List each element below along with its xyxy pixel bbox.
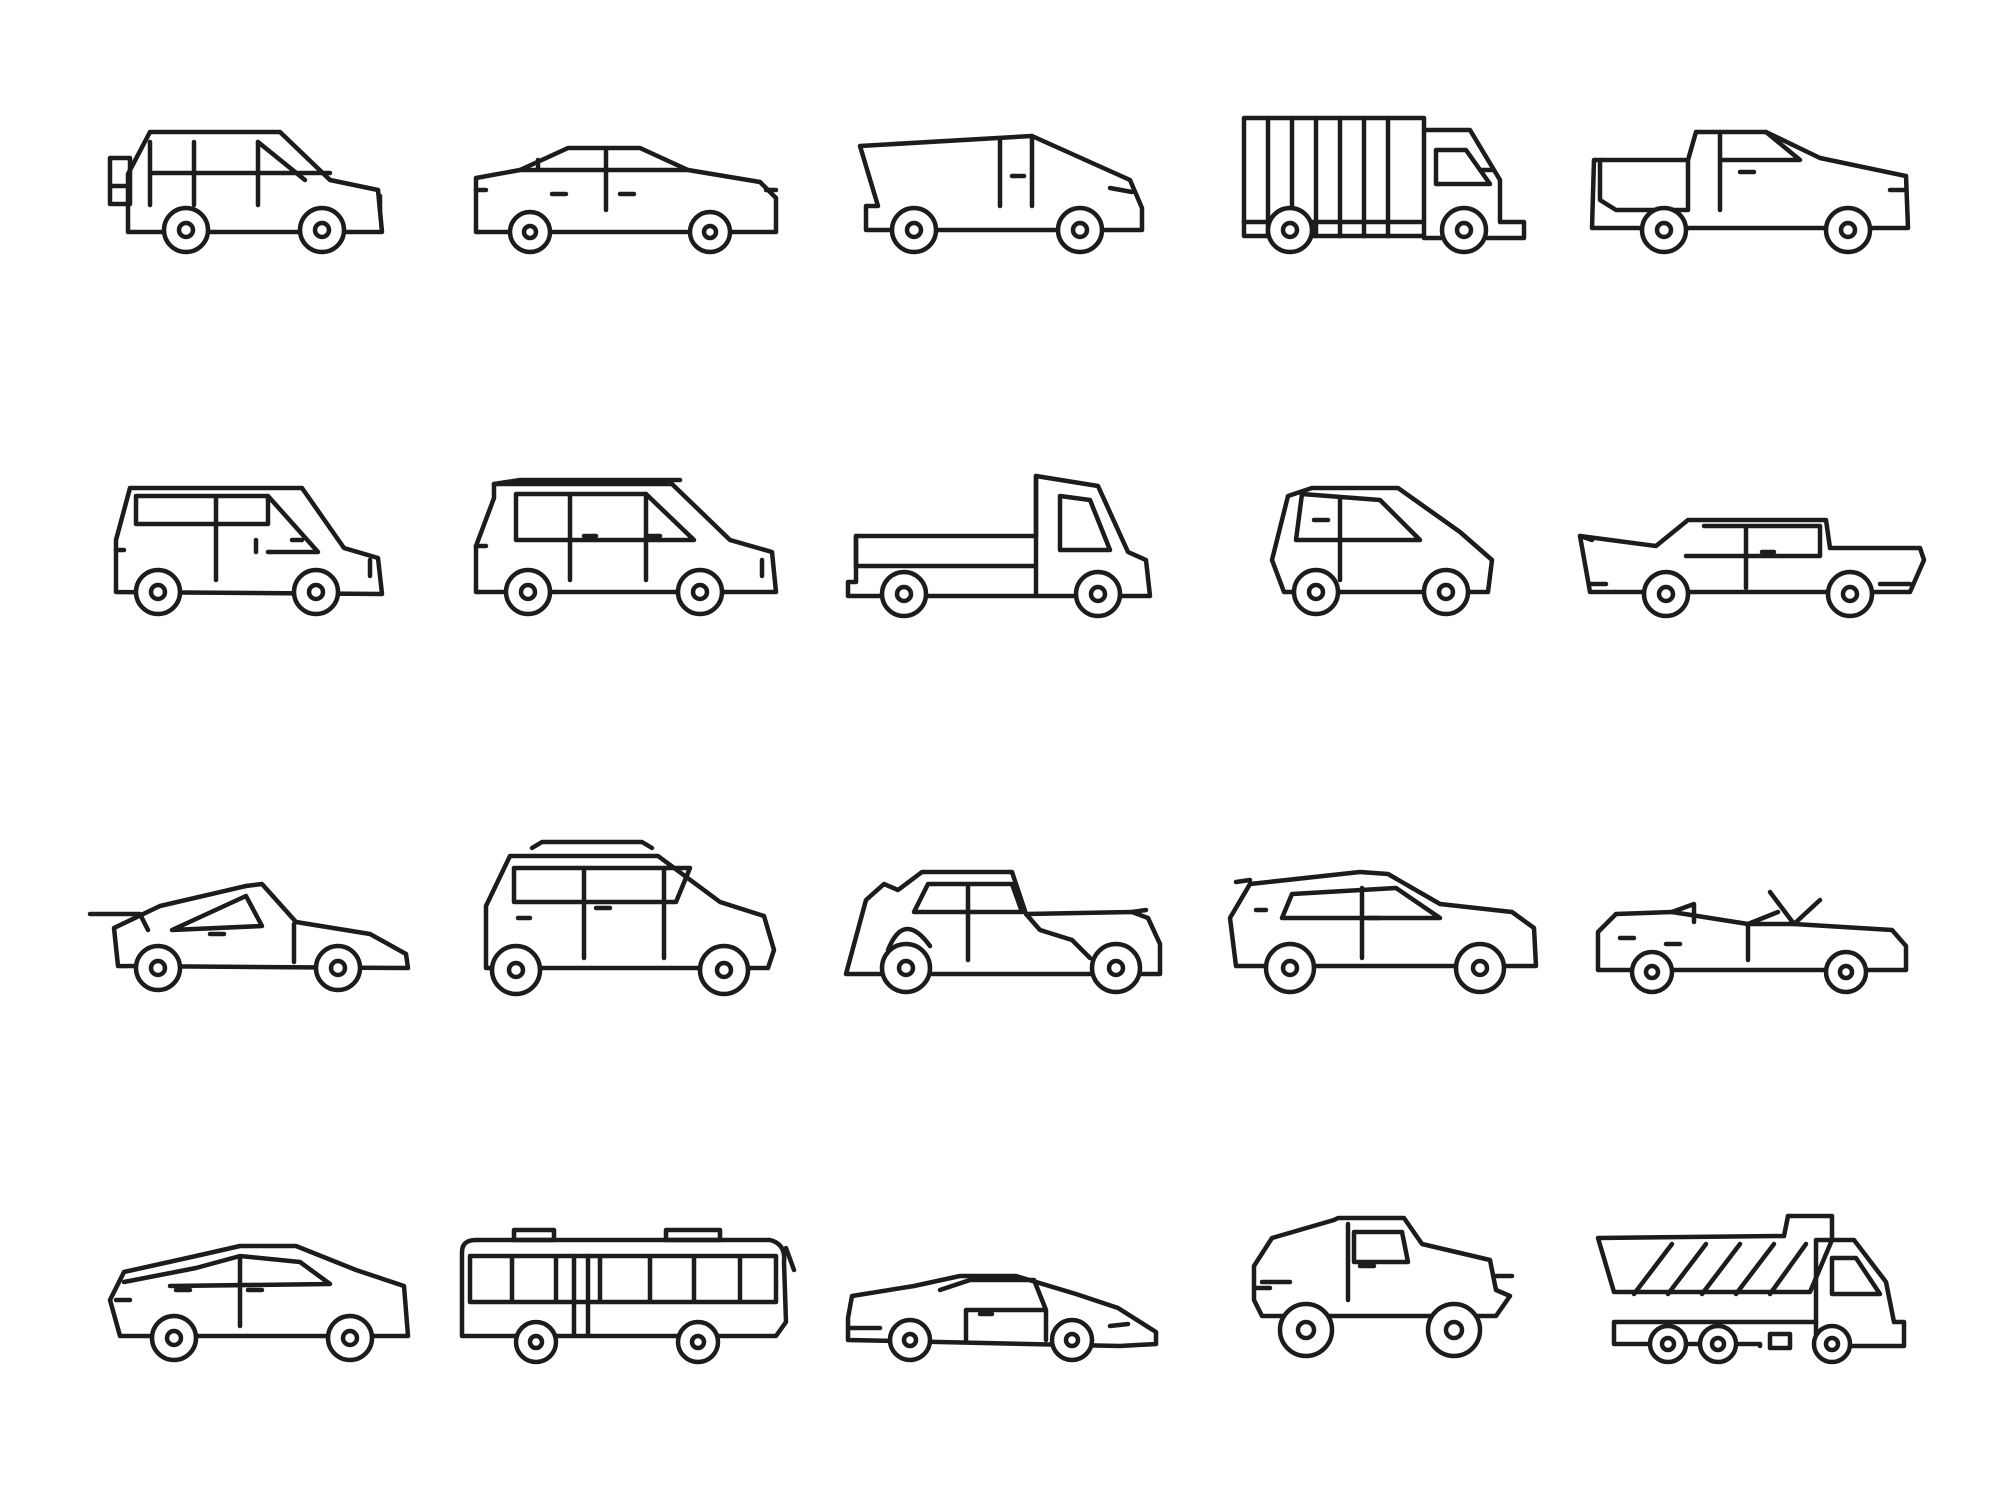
sedan-icon <box>473 145 779 255</box>
station-wagon-icon <box>473 477 779 617</box>
classic-fin-car-icon <box>1577 517 1927 619</box>
suv-spare-wheel-icon <box>107 129 385 255</box>
supercar-icon <box>845 1273 1159 1363</box>
microcar-icon <box>1269 485 1495 617</box>
cargo-truck-icon <box>1241 115 1527 255</box>
bus-icon <box>459 1227 797 1365</box>
offroad-jeep-icon <box>1251 1215 1515 1359</box>
mini-cooper-icon <box>483 839 777 997</box>
flatbed-truck-icon <box>845 473 1153 619</box>
pickup-truck-icon <box>1589 129 1911 255</box>
convertible-icon <box>1595 889 1909 995</box>
crossover-suv-icon <box>1227 869 1539 995</box>
cybertruck-icon <box>857 133 1145 255</box>
dump-truck-icon <box>1595 1213 1907 1365</box>
sports-car-spoiler-icon <box>87 881 411 993</box>
coupe-icon <box>107 1243 411 1363</box>
retro-car-icon <box>843 869 1163 995</box>
minivan-icon <box>113 485 385 617</box>
